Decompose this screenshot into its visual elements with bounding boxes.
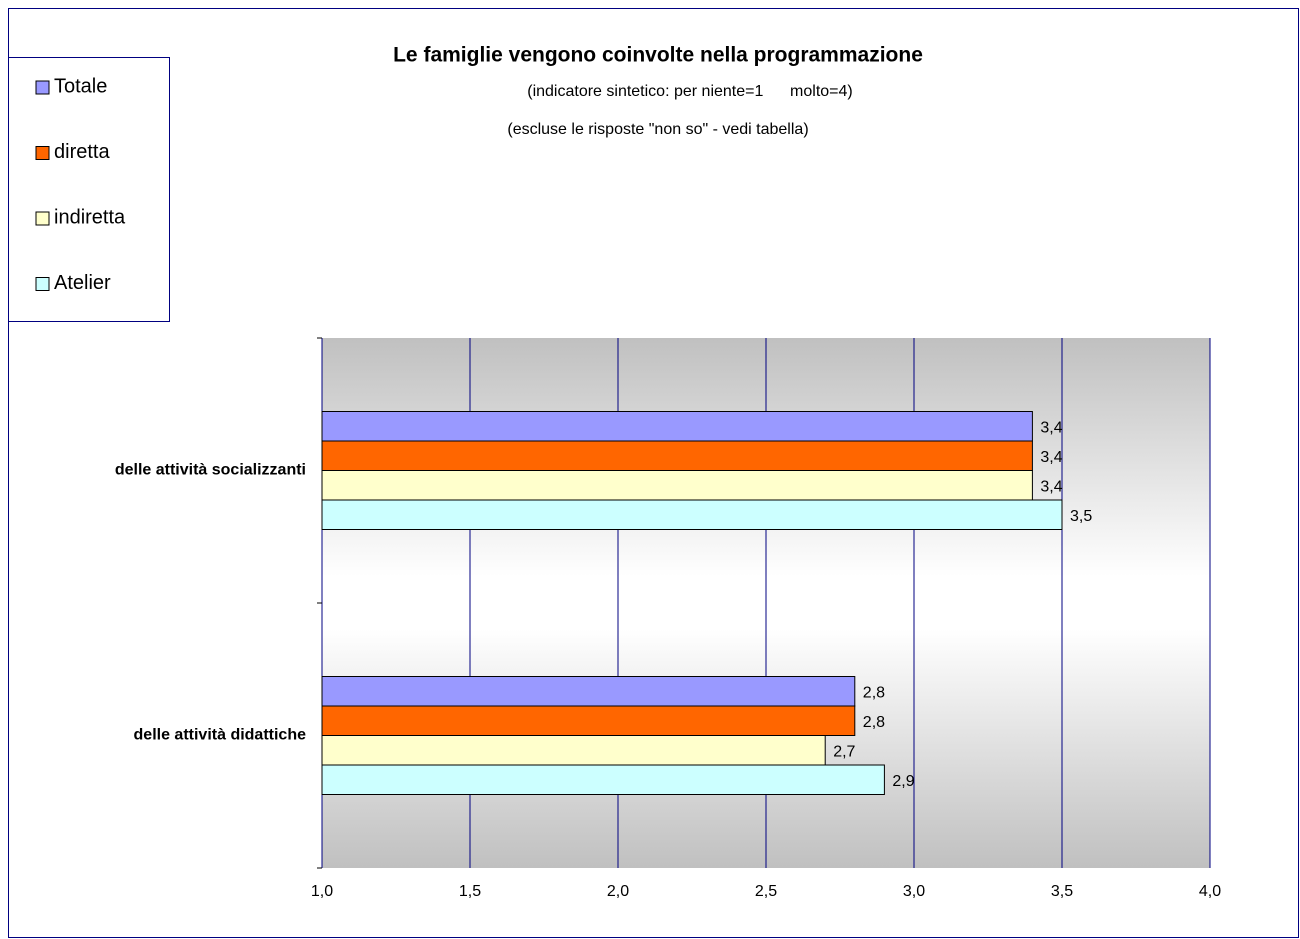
x-tick-label: 2,0 — [607, 883, 629, 900]
bar — [321, 470, 1033, 501]
chart-title: Le famiglie vengono coinvolte nella prog… — [393, 44, 923, 67]
bar — [321, 440, 1033, 471]
x-tick-label: 3,0 — [903, 883, 925, 900]
y-tick-label: delle attività didattiche — [134, 727, 307, 744]
chart-subtitle: (indicatore sintetico: per niente=1 molt… — [527, 83, 853, 100]
value-label: 3,4 — [1040, 449, 1062, 466]
legend-swatch — [35, 146, 50, 160]
value-label: 3,4 — [1040, 478, 1062, 495]
legend-label: Totale — [54, 75, 107, 97]
x-tick-label: 1,5 — [459, 883, 481, 900]
value-label: 3,5 — [1070, 508, 1092, 525]
x-tick-label: 4,0 — [1199, 883, 1221, 900]
bar — [321, 764, 885, 795]
legend-swatch — [35, 211, 50, 226]
legend-box — [8, 57, 170, 322]
legend-label: indiretta — [54, 206, 126, 228]
value-label: 2,9 — [892, 773, 914, 790]
y-tick-label: delle attività socializzanti — [115, 462, 306, 479]
value-label: 2,8 — [863, 684, 885, 701]
bar — [321, 499, 1063, 530]
x-tick-label: 3,5 — [1051, 883, 1073, 900]
legend-label: diretta — [54, 141, 110, 163]
x-tick-label: 1,0 — [311, 883, 333, 900]
legend-swatch — [35, 80, 50, 95]
x-tick-label: 2,5 — [755, 883, 777, 900]
bar — [321, 676, 856, 707]
value-label: 2,8 — [863, 714, 885, 731]
value-label: 3,4 — [1040, 419, 1062, 436]
legend-swatch — [35, 277, 50, 291]
bar — [321, 705, 856, 736]
bar — [321, 411, 1033, 442]
chart-subtitle: (escluse le risposte "non so" - vedi tab… — [507, 121, 808, 138]
value-label: 2,7 — [833, 743, 855, 760]
legend-label: Atelier — [54, 272, 111, 294]
bar — [321, 735, 826, 766]
